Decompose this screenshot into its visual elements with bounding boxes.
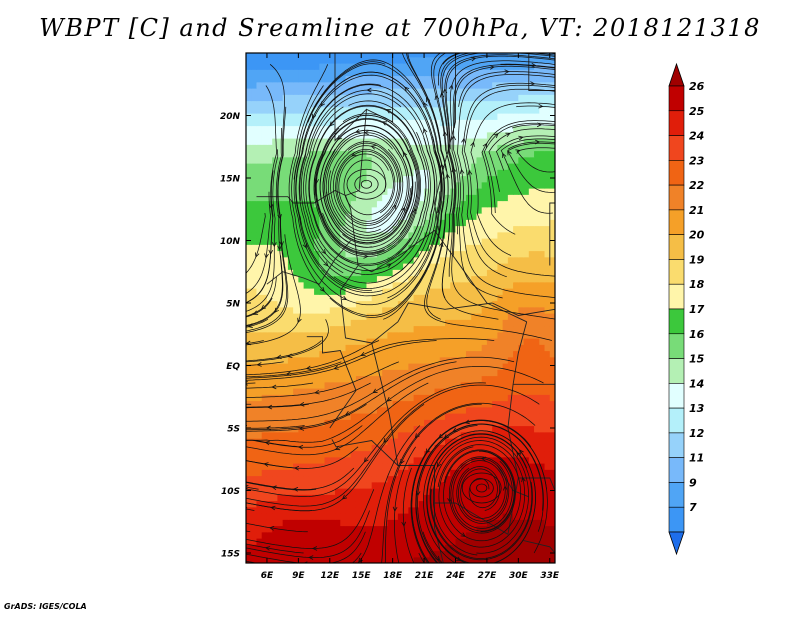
colorbar-label: 7 — [689, 501, 697, 514]
colorbar-segment — [668, 160, 685, 186]
x-tick-label: 27E — [478, 571, 498, 581]
x-tick-label: 30E — [509, 571, 529, 581]
colorbar-segment — [668, 432, 685, 458]
grads-credit: GrADS: IGES/COLA — [4, 602, 87, 611]
y-tick-label: 5N — [226, 300, 240, 310]
y-axis: 20N 15N 10N 5N EQ 5S 10S 15S — [220, 112, 555, 560]
x-tick-label: 12E — [320, 571, 340, 581]
colorbar-label: 21 — [689, 204, 704, 217]
y-tick-label: 10N — [220, 237, 241, 247]
colorbar-label: 9 — [689, 476, 697, 489]
x-tick-label: 6E — [261, 571, 274, 581]
colorbar-top-arrow — [668, 62, 685, 87]
colorbar-segment — [668, 482, 685, 508]
colorbar-segment — [668, 283, 685, 310]
colorbar-segment — [668, 333, 685, 359]
colorbar-segment — [668, 110, 685, 136]
colorbar-label: 23 — [689, 154, 705, 167]
colorbar-label: 14 — [689, 377, 704, 390]
colorbar-bottom-arrow — [668, 531, 685, 556]
x-tick-label: 21E — [415, 571, 435, 581]
colorbar-label: 26 — [689, 80, 705, 93]
colorbar-label: 18 — [689, 278, 705, 291]
colorbar-label: 25 — [689, 105, 705, 118]
y-tick-label: 20N — [220, 112, 241, 122]
x-tick-label: 24E — [446, 571, 466, 581]
colorbar-segment — [668, 209, 685, 235]
colorbar-segment — [668, 184, 685, 211]
colorbar-segment — [668, 234, 685, 260]
colorbar-label: 24 — [689, 130, 704, 143]
colorbar-label: 13 — [689, 402, 705, 415]
y-tick-label: 5S — [227, 425, 240, 435]
colorbar-segment — [668, 259, 685, 285]
y-tick-label: 10S — [221, 487, 240, 497]
colorbar-label: 19 — [689, 253, 705, 266]
colorbar-segment — [668, 407, 685, 434]
colorbar-segment — [668, 383, 685, 409]
x-axis: 6E 9E 12E 15E 18E 21E 24E 27E 30E 33E — [261, 53, 560, 581]
plot-frame — [245, 52, 556, 564]
chart-svg: 6E 9E 12E 15E 18E 21E 24E 27E 30E 33E 20N 15N 10N 5N… — [220, 52, 705, 581]
x-tick-label: 15E — [352, 571, 372, 581]
colorbar-segment — [668, 506, 685, 533]
colorbar-segment — [668, 358, 685, 384]
colorbar-label: 20 — [689, 229, 705, 242]
y-tick-label: EQ — [226, 362, 240, 372]
chart-title: WBPT [C] and Sreamline at 700hPa, VT: 20… — [39, 14, 761, 42]
colorbar-segment — [668, 308, 685, 335]
y-tick-label: 15S — [221, 550, 240, 560]
streamlines — [246, 53, 555, 563]
colorbar-label: 16 — [689, 328, 705, 341]
colorbar-segment — [668, 85, 685, 112]
y-tick-label: 15N — [220, 175, 241, 185]
colorbar-label: 12 — [689, 427, 705, 440]
x-tick-label: 33E — [540, 571, 560, 581]
colorbar-label: 17 — [689, 303, 705, 316]
colorbar-label: 11 — [689, 452, 704, 465]
colorbar-segment — [668, 457, 685, 483]
colorbar-segment — [668, 135, 685, 161]
x-tick-label: 9E — [292, 571, 305, 581]
colorbar: 26 25 24 23 22 21 20 19 18 17 16 15 14 13 12 11 9 7 — [668, 62, 705, 556]
colorbar-label: 15 — [689, 353, 705, 366]
x-tick-label: 18E — [383, 571, 403, 581]
colorbar-label: 22 — [689, 179, 705, 192]
